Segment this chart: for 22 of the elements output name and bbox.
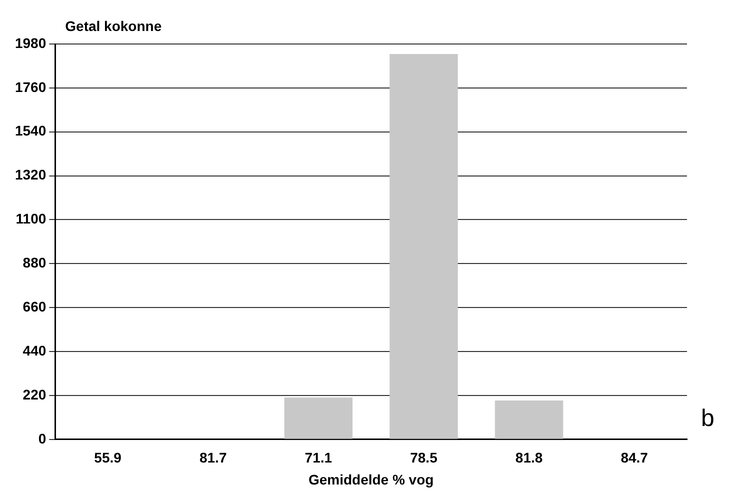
y-tick-label: 880 <box>22 254 46 271</box>
y-tick-label: 1540 <box>14 122 46 139</box>
x-tick-label: 78.5 <box>410 450 438 466</box>
y-tick-label: 1980 <box>14 34 46 51</box>
x-tick-label: 81.7 <box>199 450 227 466</box>
y-tick-label: 1760 <box>14 78 46 95</box>
y-axis-title: Getal kokonne <box>65 18 162 34</box>
y-tick-label: 220 <box>22 386 46 402</box>
text: b <box>701 405 714 432</box>
y-tick-label: 1100 <box>16 210 46 227</box>
bar <box>284 397 353 439</box>
bar <box>390 54 458 439</box>
bar <box>494 400 564 439</box>
x-tick-label: 55.9 <box>94 450 122 466</box>
y-tick-label: 1320 <box>14 166 46 183</box>
x-tick-label: 84.7 <box>620 450 648 466</box>
x-tick-label: 81.8 <box>515 450 543 466</box>
y-tick-label: 0 <box>38 430 46 446</box>
x-axis-title: Gemiddelde % vog <box>308 471 434 488</box>
y-tick-label: 440 <box>22 342 46 358</box>
x-tick-label: 71.1 <box>304 450 332 466</box>
y-tick-label: 660 <box>22 298 46 314</box>
